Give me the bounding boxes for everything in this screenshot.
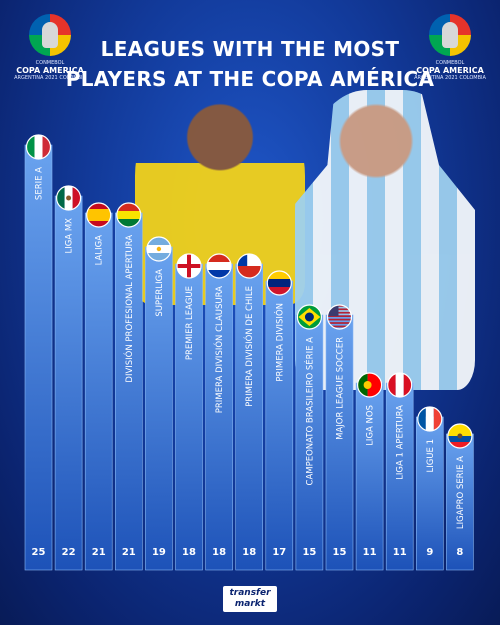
- bar-value-3: 21: [92, 547, 106, 558]
- transfermarkt-logo: transfer markt: [0, 586, 500, 612]
- bar-value-8: 18: [242, 547, 256, 558]
- bar-11: [325, 314, 354, 571]
- bar-label-14: LIGUE 1: [426, 439, 436, 473]
- bar-value-4: 21: [122, 547, 136, 558]
- bar-label-8: PRIMERA DIVISIÓN DE CHILE: [243, 286, 255, 407]
- logo-conmebol-text: CONMEBOL: [35, 60, 65, 66]
- bar-label-2: LIGA MX: [65, 218, 75, 254]
- bar-value-15: 8: [456, 547, 463, 558]
- bar-value-9: 17: [272, 547, 286, 558]
- bar-15: [446, 433, 474, 571]
- flag-argentina-icon: [146, 236, 172, 262]
- bar-value-14: 9: [426, 547, 433, 558]
- bar-label-13: LIGA 1 APERTURA: [396, 405, 406, 480]
- trophy-icon: [29, 14, 71, 56]
- bar-1: [24, 144, 53, 571]
- copa-america-logo-left: CONMEBOL COPA AMERICA ARGENTINA 2021 COL…: [5, 14, 95, 81]
- flag-italy-icon: [25, 134, 52, 160]
- flag-england-icon: [176, 253, 202, 279]
- bar-value-6: 18: [182, 547, 196, 558]
- bar-label-1: SERIE A: [35, 167, 45, 200]
- bar-14: [415, 416, 444, 571]
- title-line-2: PLAYERS AT THE COPA AMÉRICA: [65, 67, 435, 91]
- bar-7: [205, 263, 233, 571]
- bar-label-5: SUPERLIGA: [155, 269, 165, 317]
- logo-sub-text: ARGENTINA 2021 COLOMBIA: [414, 75, 486, 81]
- flag-bolivia-icon: [116, 202, 142, 228]
- page-title: LEAGUES WITH THE MOST PLAYERS AT THE COP…: [0, 34, 500, 94]
- flag-ecuador-icon: [447, 423, 473, 449]
- bar-label-6: PREMIER LEAGUE: [185, 286, 195, 360]
- bar-label-12: LIGA NOS: [366, 405, 376, 446]
- bar-label-7: PRIMERA DIVISIÓN CLAUSURA: [213, 286, 225, 413]
- flag-spain-icon: [86, 202, 112, 228]
- bar-value-12: 11: [363, 547, 377, 558]
- bar-2: [54, 195, 83, 571]
- flag-venezuela-icon: [266, 270, 292, 296]
- bar-value-5: 19: [152, 547, 166, 558]
- bar-value-11: 15: [333, 547, 347, 558]
- bar-value-10: 15: [302, 547, 316, 558]
- bar-3: [84, 212, 113, 571]
- bar-label-11: MAJOR LEAGUE SOCCER: [336, 337, 346, 440]
- flag-france-icon: [417, 406, 443, 432]
- copa-america-logo-right: CONMEBOL COPA AMERICA ARGENTINA 2021 COL…: [405, 14, 495, 81]
- bar-10: [295, 314, 324, 571]
- flag-portugal-icon: [357, 372, 383, 398]
- flag-chile-icon: [236, 253, 262, 279]
- logo-conmebol-text: CONMEBOL: [435, 60, 465, 66]
- bar-9: [265, 280, 294, 571]
- flag-mexico-icon: [55, 185, 82, 211]
- bar-12: [355, 382, 384, 571]
- logo-name-text: COPA AMERICA: [416, 66, 484, 75]
- flag-brazil-icon: [296, 304, 322, 330]
- bar-8: [235, 263, 263, 571]
- trophy-icon: [429, 14, 471, 56]
- bar-label-9: PRIMERA DIVISIÓN: [273, 303, 285, 382]
- bar-6: [175, 263, 203, 571]
- bar-13: [385, 382, 414, 571]
- brand-text: transfer markt: [223, 586, 277, 612]
- bar-value-7: 18: [212, 547, 226, 558]
- bar-value-2: 22: [62, 547, 76, 558]
- logo-sub-text: ARGENTINA 2021 COLOMBIA: [14, 75, 86, 81]
- flag-usa-icon: [326, 304, 353, 330]
- bar-value-1: 25: [32, 547, 46, 558]
- bar-label-3: LALIGA: [95, 235, 105, 266]
- title-line-1: LEAGUES WITH THE MOST: [100, 37, 400, 61]
- bar-value-13: 11: [393, 547, 407, 558]
- logo-name-text: COPA AMERICA: [16, 66, 84, 75]
- flag-paraguay-icon: [206, 253, 232, 279]
- bar-5: [145, 246, 173, 571]
- bar-label-4: DIVISIÓN PROFESIONAL APERTURA: [123, 235, 135, 383]
- bar-label-10: CAMPEONATO BRASILEIRO SÉRIE A: [303, 337, 315, 486]
- bar-label-15: LIGAPRO SERIE A: [456, 456, 466, 529]
- flag-peru-icon: [387, 372, 413, 398]
